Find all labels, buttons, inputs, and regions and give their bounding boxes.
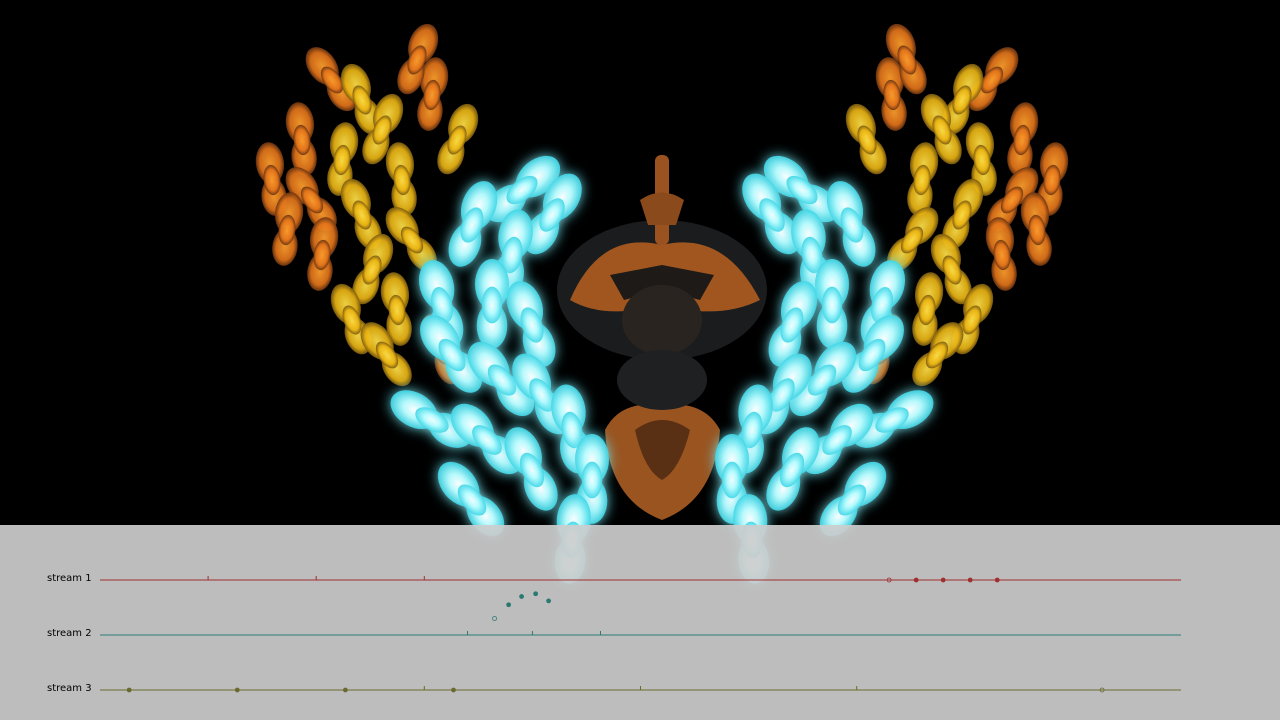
wing-petal-left — [360, 322, 412, 387]
stream-2-arc-event — [533, 591, 539, 597]
stream-1-label: stream 1 — [47, 573, 92, 584]
wing-inner-petals — [390, 155, 934, 584]
stream-2-arc-event — [506, 602, 512, 608]
stream-1-event — [913, 577, 919, 583]
glow-petal-left — [524, 173, 582, 255]
wing-petal-left — [307, 217, 339, 291]
glow-petal-left — [504, 427, 558, 511]
stream-3-event — [126, 687, 132, 693]
stream-3-event — [342, 687, 348, 693]
glow-petal-shape — [506, 281, 556, 367]
stream-1-event — [994, 577, 1000, 583]
wing-petal-right — [930, 233, 972, 305]
wing-petal-left — [417, 57, 449, 131]
glow-petal-shape — [475, 259, 509, 349]
glow-petal-right — [826, 181, 876, 267]
wing-petal-right — [912, 322, 964, 387]
wing-petal-left — [285, 102, 317, 176]
wing-petal-right — [907, 142, 939, 216]
glow-petal-shape — [815, 259, 849, 349]
glow-petal-right — [766, 427, 820, 511]
wing-petal-right — [845, 103, 887, 175]
wing-petal-right — [920, 93, 962, 165]
wing-petal-left — [437, 103, 479, 175]
wing-outer-petals — [255, 23, 1069, 387]
stream-3-event — [1099, 687, 1105, 693]
wing-petal-right — [985, 217, 1017, 291]
stream-1-event — [967, 577, 973, 583]
wing-petal-left — [385, 142, 417, 216]
glow-petal-left — [467, 341, 535, 417]
glow-petal-right — [742, 173, 800, 255]
glow-petal-shape — [524, 173, 582, 255]
glow-petal-shape — [768, 281, 818, 367]
wing-petal-left — [327, 122, 359, 196]
wing-petal-right — [1007, 102, 1039, 176]
stream-1-event — [940, 577, 946, 583]
glow-petal-left — [506, 281, 556, 367]
stream-3-event — [234, 687, 240, 693]
glow-petal-shape — [766, 427, 820, 511]
stream-2-label: stream 2 — [47, 628, 92, 639]
glow-petal-shape — [826, 181, 876, 267]
wing-petal-left — [362, 93, 404, 165]
wing-petal-left — [397, 23, 439, 95]
wing-petal-left — [272, 192, 304, 266]
glow-petal-shape — [504, 427, 558, 511]
stream-2-arc-event — [519, 594, 524, 599]
glow-petal-shape — [448, 181, 498, 267]
wing-petal-left — [380, 272, 412, 346]
glow-petal-left — [475, 259, 509, 349]
wing-petal-right — [1037, 142, 1069, 216]
wing-petal-right — [912, 272, 944, 346]
stream-2-arc-event — [546, 598, 552, 604]
glow-petal-right — [815, 259, 849, 349]
wing-petal-left — [352, 233, 394, 305]
glow-petal-right — [768, 281, 818, 367]
glow-petal-shape — [742, 173, 800, 255]
wing-petal-right — [875, 57, 907, 131]
stream-3-label: stream 3 — [47, 683, 92, 694]
glow-petal-left — [448, 181, 498, 267]
butterfly-body — [557, 155, 767, 520]
stream-1-event — [886, 577, 892, 583]
glow-petal-shape — [467, 341, 535, 417]
wing-petal-right — [1020, 192, 1052, 266]
stream-2-arc-event — [492, 616, 497, 621]
stream-marks — [100, 576, 1181, 693]
wing-petal-right — [885, 23, 927, 95]
stream-3-event — [451, 687, 456, 693]
